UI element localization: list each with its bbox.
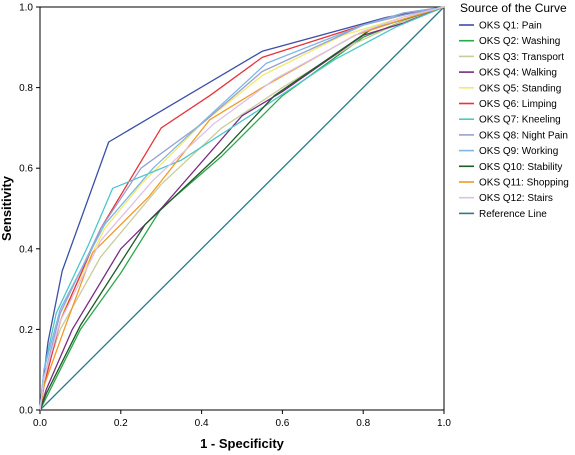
- series-line-6: [39, 6, 445, 411]
- y-tick-label: 0.2: [19, 325, 33, 336]
- axes: 0.0 0.2 0.4 0.6 0.8 1.0 0.0 0.2 0.4 0.6 0.8 1.0 1 - …: [0, 3, 451, 452]
- legend-label-10: OKS Q11: Shopping: [479, 178, 569, 189]
- series-line-11: [39, 6, 445, 411]
- x-tick-label: 0.6: [275, 418, 289, 429]
- y-tick-label: 0.0: [19, 406, 33, 417]
- y-axis-title: Sensitivity: [0, 175, 14, 241]
- series-line-12: [39, 6, 445, 411]
- legend-label-12: Reference Line: [479, 209, 547, 220]
- legend-label-4: OKS Q5: Standing: [479, 83, 561, 94]
- series-line-3: [39, 6, 445, 411]
- x-tick-label: 0.0: [33, 418, 47, 429]
- legend-label-8: OKS Q9: Working: [479, 146, 558, 157]
- legend-title: Source of the Curve: [460, 1, 567, 15]
- series-line-7: [39, 6, 445, 411]
- y-tick-label: 0.6: [19, 164, 33, 175]
- legend-label-5: OKS Q6: Limping: [479, 99, 557, 110]
- x-tick-label: 0.2: [114, 418, 128, 429]
- legend-label-6: OKS Q7: Kneeling: [479, 115, 561, 126]
- y-tick-label: 0.4: [19, 244, 33, 255]
- legend-label-7: OKS Q8: Night Pain: [479, 130, 568, 141]
- plot-area: [39, 6, 445, 411]
- x-tick-label: 0.4: [195, 418, 209, 429]
- legend-label-0: OKS Q1: Pain: [479, 21, 542, 32]
- series-line-8: [39, 6, 445, 411]
- legend-label-3: OKS Q4: Walking: [479, 68, 557, 79]
- x-tick-label: 1.0: [437, 418, 451, 429]
- legend-label-11: OKS Q12: Stairs: [479, 193, 553, 204]
- y-tick-label: 0.8: [19, 83, 33, 94]
- legend-label-9: OKS Q10: Stability: [479, 162, 562, 173]
- legend-label-1: OKS Q2: Washing: [479, 36, 560, 47]
- series-line-10: [39, 6, 445, 411]
- x-tick-label: 0.8: [356, 418, 370, 429]
- legend-label-2: OKS Q3: Transport: [479, 52, 564, 63]
- legend: Source of the Curve OKS Q1: Pain OKS Q2: W…: [459, 1, 569, 220]
- x-axis-title: 1 - Specificity: [200, 436, 285, 451]
- y-tick-label: 1.0: [19, 3, 33, 14]
